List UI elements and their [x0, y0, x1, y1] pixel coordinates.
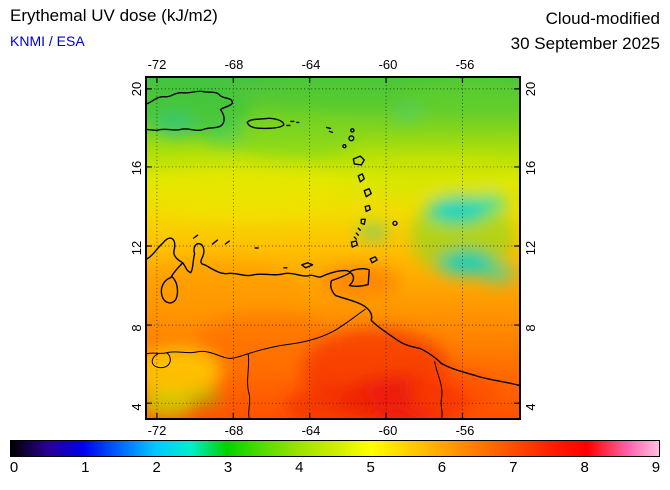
y-tick-right: 12: [523, 240, 538, 256]
y-tick-left: 20: [129, 81, 144, 97]
map-plot-area: [145, 76, 521, 420]
y-tick-right: 20: [523, 81, 538, 97]
colorbar-gradient: [10, 440, 660, 457]
x-tick-top: -72: [147, 57, 167, 72]
x-tick-bottom: -60: [378, 423, 398, 438]
x-tick-bottom: -72: [147, 423, 167, 438]
data-source: KNMI / ESA: [10, 33, 85, 49]
colorbar-tick-label: 1: [81, 459, 90, 476]
colorbar-scale: 0 1 2 3 4 5 6 7 8 9: [6, 459, 664, 476]
colorbar-tick-label: 9: [651, 459, 661, 476]
y-tick-right: 16: [523, 160, 538, 176]
frame-ticks: [147, 78, 519, 418]
x-tick-top: -56: [455, 57, 475, 72]
x-tick-bottom: -68: [224, 423, 244, 438]
colorbar-tick-label: 5: [366, 459, 375, 476]
x-tick-bottom: -56: [455, 423, 475, 438]
colorbar-tick-label: 6: [437, 459, 447, 476]
colorbar-tick-label: 7: [509, 459, 518, 476]
colorbar-tick-label: 0: [9, 459, 19, 476]
y-tick-left: 16: [129, 160, 144, 176]
colorbar-tick-label: 2: [152, 459, 161, 476]
uv-dose-map: [147, 78, 519, 418]
grid-lines: [147, 78, 519, 418]
colorbar-tick-label: 3: [223, 459, 233, 476]
x-tick-bottom: -64: [301, 423, 321, 438]
y-tick-left: 12: [129, 240, 144, 256]
y-tick-right: 8: [523, 324, 538, 332]
map-date: 30 September 2025: [510, 34, 660, 53]
colorbar-tick-label: 4: [295, 459, 304, 476]
page-title: Erythemal UV dose (kJ/m2): [10, 6, 218, 25]
colorbar-tick-label: 8: [580, 459, 589, 476]
product-type: Cloud-modified: [545, 9, 660, 28]
y-tick-left: 8: [129, 324, 144, 332]
y-tick-right: 4: [523, 403, 538, 411]
x-tick-top: -60: [378, 57, 398, 72]
x-tick-top: -64: [301, 57, 321, 72]
x-tick-top: -68: [224, 57, 244, 72]
coastlines: [147, 90, 519, 418]
y-tick-left: 4: [129, 403, 144, 411]
